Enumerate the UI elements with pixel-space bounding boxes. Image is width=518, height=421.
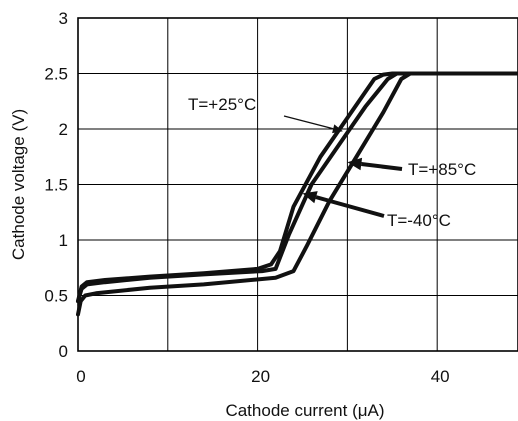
series-line-3 <box>76 71 518 317</box>
y-tick-labels: 0 0.5 1 1.5 2 2.5 3 <box>44 9 68 361</box>
annotation-arrowhead <box>347 157 363 171</box>
y-tick-label: 3 <box>59 9 68 28</box>
y-axis-title: Cathode voltage (V) <box>9 109 28 260</box>
annotation-label: T=-40°C <box>387 211 451 230</box>
annotation-arrow <box>361 162 403 171</box>
y-tick-label: 0.5 <box>44 287 68 306</box>
y-tick-label: 2.5 <box>44 65 68 84</box>
annotation-arrow <box>283 115 334 130</box>
x-tick-labels: 0 20 40 <box>76 367 449 386</box>
annotation-arrowhead <box>302 191 318 204</box>
annotation-label: T=+85°C <box>408 160 476 179</box>
x-tick-label: 40 <box>431 367 450 386</box>
series-line-2 <box>76 71 518 304</box>
annotation-label: T=+25°C <box>188 95 256 114</box>
grid <box>78 18 518 351</box>
x-tick-label: 20 <box>251 367 270 386</box>
series-group <box>76 71 518 317</box>
y-tick-label: 2 <box>59 120 68 139</box>
x-tick-label: 0 <box>76 367 85 386</box>
y-tick-label: 0 <box>59 342 68 361</box>
plot-frame <box>77 17 518 352</box>
annotation-arrowhead <box>332 124 343 134</box>
y-tick-label: 1.5 <box>44 176 68 195</box>
x-axis-title: Cathode current (μA) <box>225 401 384 420</box>
y-tick-label: 1 <box>59 231 68 250</box>
series-line-1 <box>76 71 518 304</box>
annotations: T=+25°C T=+85°C T=-40°C <box>188 95 476 230</box>
annotation-arrow <box>315 195 385 218</box>
